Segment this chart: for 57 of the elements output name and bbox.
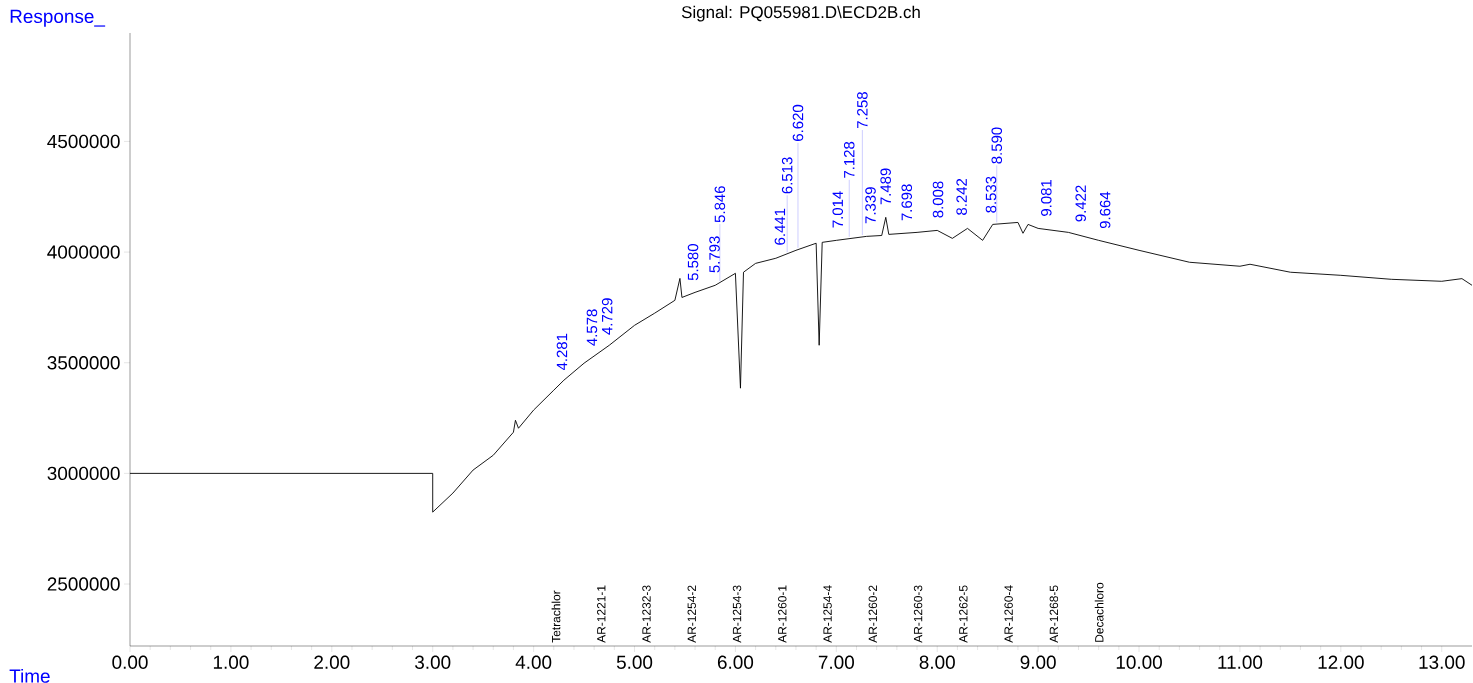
x-tick-label: 5.00: [616, 655, 653, 669]
x-axis-title: Time: [9, 668, 50, 683]
x-tick-label: 11.00: [1218, 655, 1263, 669]
annotation: 4.281: [556, 333, 568, 371]
x-tick-label: 7.00: [818, 655, 854, 669]
annotation: 7.339: [865, 187, 876, 224]
annotation: 9.664: [1099, 191, 1111, 229]
annotation: AR-1254-4: [823, 585, 832, 643]
annotation: AR-1260-3: [913, 585, 923, 643]
x-tick-label: 0.00: [112, 655, 148, 669]
x-tick-label: 4.00: [515, 655, 552, 669]
x-tick-label: 9.00: [1020, 655, 1056, 669]
annotation: 7.698: [901, 184, 913, 221]
x-tick-label: 6.00: [717, 655, 754, 669]
annotation: 6.513: [781, 157, 793, 194]
chart-title: Signal: PQ055981.D\ECD2B.ch: [681, 5, 920, 22]
y-tick-label: 4000000: [47, 245, 120, 259]
annotation: AR-1232-3: [642, 585, 651, 643]
annotation: AR-1221-1: [597, 585, 606, 643]
x-tick-label: 10.00: [1116, 655, 1162, 669]
annotation: 7.489: [880, 168, 891, 205]
annotation: AR-1260-4: [1004, 585, 1013, 643]
annotation: AR-1254-2: [687, 585, 696, 643]
annotation: 6.620: [792, 104, 804, 141]
x-tick-label: 8.00: [919, 655, 955, 669]
annotation: Tetrachlor: [551, 590, 561, 643]
annotation: 8.533: [985, 176, 997, 213]
y-tick-label: 2500000: [47, 577, 120, 591]
annotation: 4.578: [586, 309, 598, 346]
annotation: AR-1268-5: [1049, 585, 1059, 643]
x-tick-label: 12.00: [1318, 655, 1364, 669]
annotation: AR-1262-5: [959, 585, 968, 643]
y-tick-label: 3000000: [47, 466, 120, 481]
annotation: 8.242: [956, 178, 967, 215]
y-tick-label: 3500000: [47, 356, 120, 370]
annotation: AR-1260-2: [868, 585, 878, 643]
annotation: 5.793: [709, 236, 720, 273]
x-tick-label: 1.00: [213, 655, 249, 669]
annotation: AR-1254-3: [732, 585, 742, 643]
annotation: 6.441: [774, 208, 786, 245]
annotation: 7.128: [843, 141, 855, 178]
y-axis-title: Response_: [10, 9, 106, 27]
annotation: 9.081: [1041, 179, 1052, 216]
annotation: 7.258: [857, 92, 868, 129]
annotation: 9.422: [1075, 185, 1086, 222]
annotation: 5.846: [714, 186, 726, 223]
annotation: Decachloro: [1094, 582, 1104, 642]
x-tick-label: 2.00: [314, 655, 350, 669]
annotation: 8.008: [932, 181, 944, 218]
annotation: 4.729: [601, 298, 613, 335]
annotation: 7.014: [832, 191, 844, 228]
annotation: 5.580: [687, 244, 699, 281]
annotation: 8.590: [991, 127, 1003, 164]
annotation: AR-1260-1: [778, 585, 787, 643]
y-tick-label: 4500000: [47, 134, 120, 149]
x-tick-label: 3.00: [415, 655, 451, 669]
x-tick-label: 13.00: [1419, 655, 1465, 669]
